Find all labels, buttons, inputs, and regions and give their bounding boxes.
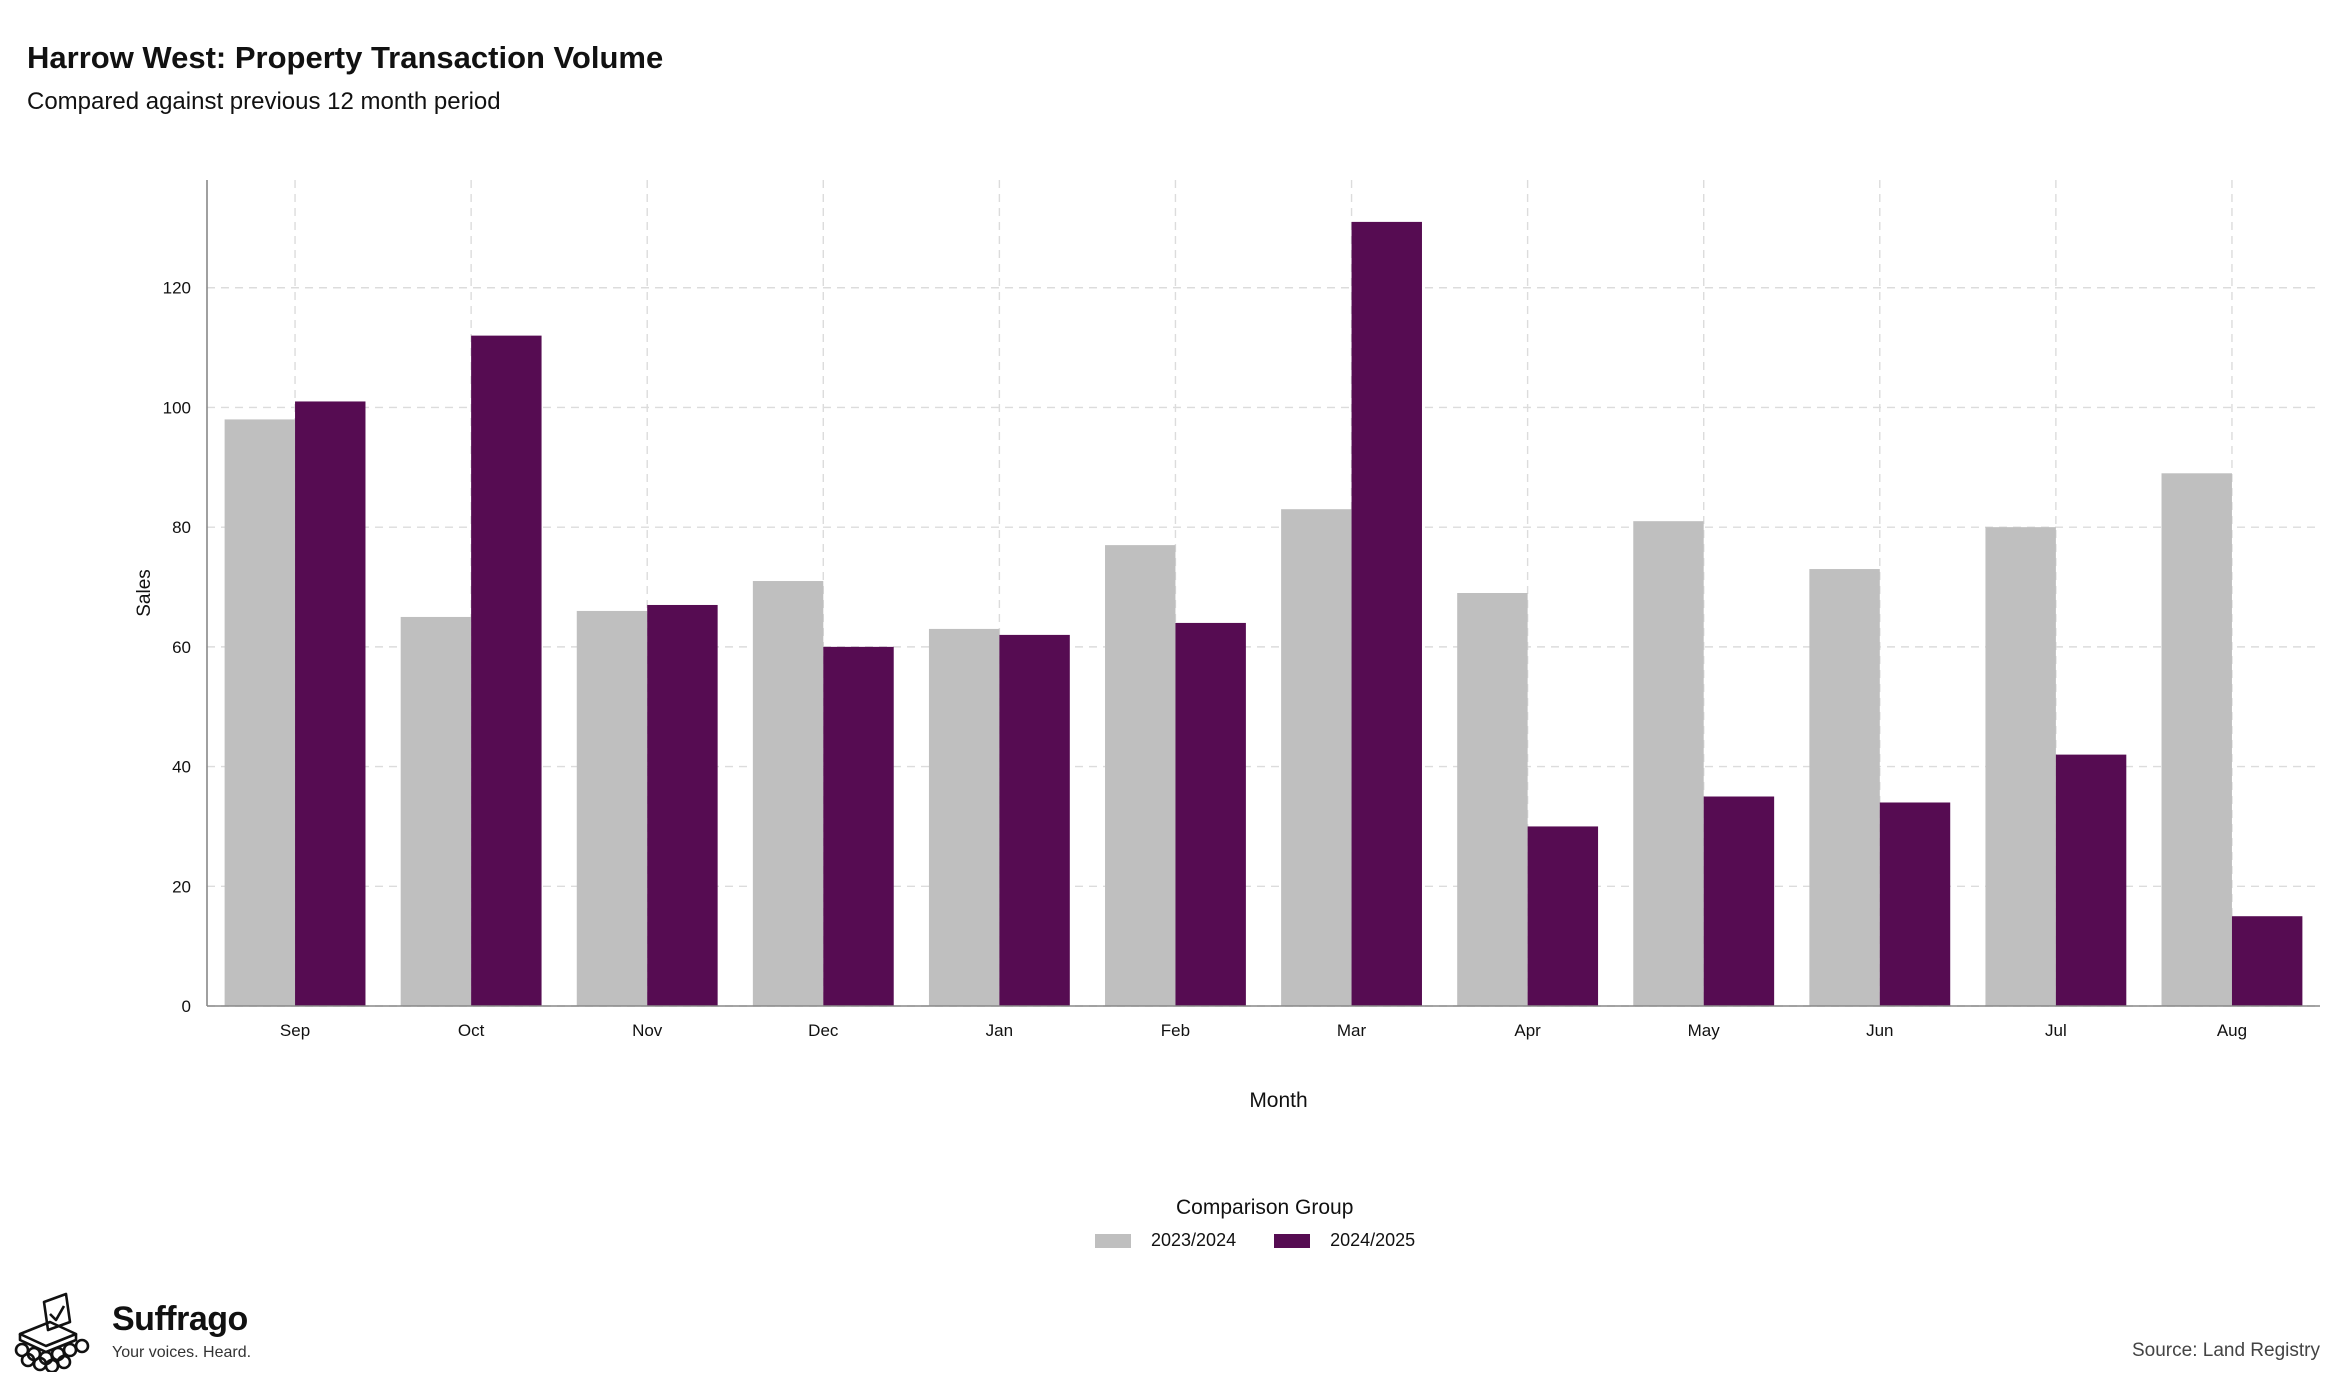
bar-2024-2025-jul [2055, 754, 2127, 1006]
brand-name: Suffrago [112, 1300, 248, 1338]
y-tick-label: 80 [172, 518, 191, 537]
x-tick-label: Jun [1866, 1021, 1893, 1040]
x-tick-label: Jul [2045, 1021, 2067, 1040]
source-note: Source: Land Registry [2132, 1340, 2320, 1361]
bar-2023-2024-sep [224, 419, 296, 1006]
bar-2024-2025-jan [999, 634, 1070, 1006]
legend-item-2023-2024: 2023/2024 [1095, 1230, 1236, 1251]
x-tick-label: Aug [2217, 1021, 2247, 1040]
x-tick-label: May [1688, 1021, 1721, 1040]
bar-2024-2025-nov [647, 604, 718, 1006]
bar-2023-2024-may [1633, 521, 1704, 1006]
bar-2023-2024-dec [752, 581, 824, 1006]
legend-label-2024-2025: 2024/2025 [1330, 1230, 1416, 1250]
bar-2023-2024-apr [1457, 593, 1528, 1006]
bar-2024-2025-mar [1351, 221, 1422, 1006]
x-tick-label: Feb [1161, 1021, 1190, 1040]
legend-title: Comparison Group [1176, 1196, 1354, 1219]
bar-2023-2024-aug [2161, 473, 2232, 1006]
bar-2023-2024-feb [1105, 545, 1176, 1006]
legend-swatch-2023-2024 [1095, 1233, 1131, 1248]
bar-2023-2024-nov [576, 610, 648, 1006]
bar-2023-2024-oct [400, 616, 472, 1006]
y-tick-label: 40 [172, 758, 191, 777]
x-tick-label: Mar [1337, 1021, 1367, 1040]
y-tick-label: 120 [163, 279, 191, 298]
y-axis-title: Sales [134, 569, 155, 617]
bar-2024-2025-apr [1527, 826, 1599, 1006]
y-tick-label: 0 [182, 997, 191, 1016]
y-tick-label: 60 [172, 638, 191, 657]
chart-title: Harrow West: Property Transaction Volume [27, 40, 664, 75]
bar-2024-2025-oct [471, 335, 542, 1007]
bar-2023-2024-jun [1809, 569, 1880, 1006]
x-axis-title: Month [1249, 1089, 1307, 1112]
brand-tagline: Your voices. Heard. [112, 1344, 252, 1361]
bar-2023-2024-mar [1281, 509, 1352, 1006]
brand-logo: Suffrago Your voices. Heard. [14, 1292, 274, 1374]
x-tick-label: Dec [808, 1021, 839, 1040]
bar-2023-2024-jan [928, 628, 1000, 1006]
legend-swatch-2024-2025 [1274, 1233, 1311, 1248]
legend-item-2024-2025: 2024/2025 [1274, 1230, 1415, 1251]
bar-2024-2025-may [1703, 796, 1775, 1006]
y-tick-label: 20 [172, 877, 191, 896]
bar-2024-2025-aug [2231, 916, 2303, 1006]
ballot-box-icon [14, 1292, 90, 1374]
x-tick-label: Oct [458, 1021, 485, 1040]
bar-2024-2025-jun [1879, 802, 1951, 1006]
legend-items: 2023/2024 2024/2025 [1095, 1230, 1453, 1251]
x-tick-label: Nov [632, 1021, 663, 1040]
x-tick-label: Jan [986, 1021, 1013, 1040]
bar-2023-2024-jul [1985, 527, 2056, 1006]
x-tick-label: Apr [1514, 1021, 1541, 1040]
x-tick-label: Sep [280, 1021, 310, 1040]
bar-2024-2025-feb [1175, 622, 1246, 1006]
bar-2024-2025-sep [295, 401, 366, 1007]
bar-2024-2025-dec [823, 646, 894, 1006]
legend-label-2023-2024: 2023/2024 [1151, 1230, 1237, 1250]
chart-subtitle: Compared against previous 12 month perio… [27, 88, 501, 115]
bar-chart: 0 20 40 60 80 100 120 Sep Oct Nov Dec Jan Feb Mar Apr M… [134, 180, 2320, 1112]
y-tick-label: 100 [163, 398, 191, 417]
